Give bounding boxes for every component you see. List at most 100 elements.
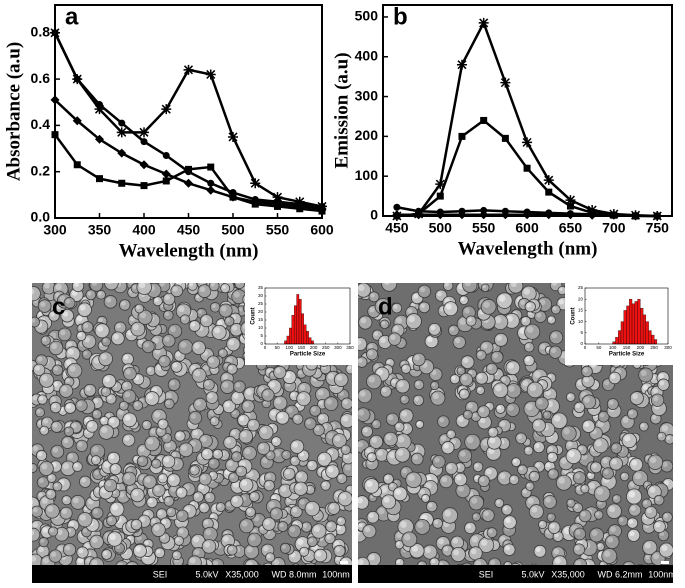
particle [316,551,321,556]
particle [610,527,616,533]
particle [340,494,346,500]
particle [223,382,229,388]
particle [178,306,184,312]
particle [27,499,33,505]
bar [294,306,296,344]
particle [459,318,466,325]
panel-label: a [65,3,79,30]
particle [214,451,218,455]
particle [283,452,287,456]
particle [135,546,141,552]
particle [72,423,77,428]
particle [39,547,44,552]
particle [584,397,590,403]
particle [101,354,107,360]
particle [604,380,609,385]
marker [502,135,509,142]
particle [226,318,230,322]
particle [490,429,494,433]
particle [168,509,172,513]
particle [136,306,140,310]
particle [448,431,452,435]
particle [390,335,395,340]
particle [242,521,248,527]
particle [398,381,404,387]
particle [528,498,534,504]
marker [141,182,148,189]
line [397,23,657,216]
particle [428,503,432,507]
marker [118,120,125,127]
particle [154,486,159,491]
particle [154,525,160,531]
particle [30,556,36,562]
particle [147,438,153,444]
particle [297,539,303,545]
particle [588,473,591,476]
particle [583,368,588,373]
particle [489,529,493,533]
particle [445,282,449,286]
x-axis-label: Particle Size [609,352,645,358]
particle [417,522,423,528]
particle [630,506,635,511]
particle [496,335,501,340]
bar [635,301,638,344]
particle [51,397,56,402]
particle [553,307,557,311]
particle [241,432,247,438]
marker [230,194,237,201]
particle [190,558,196,564]
particle [60,330,65,335]
particle [501,377,505,381]
particle [549,454,553,458]
particle [461,390,465,394]
x-tick-label: 550 [266,222,290,238]
bar [651,335,654,344]
particle [247,509,251,513]
x-tick-label: 150 [623,345,631,350]
x-tick-label: 300 [664,345,672,350]
particle [229,340,235,346]
y-tick-label: 0 [370,207,378,223]
particle [529,384,536,391]
particle [468,317,472,321]
particle [475,476,478,479]
particle [201,504,205,508]
x-tick-label: 600 [515,220,539,236]
particle [342,416,348,422]
particle [613,444,617,448]
particle [259,444,264,449]
particle [211,514,215,518]
y-tick-label: 200 [355,127,379,143]
particle [33,508,38,513]
particle [220,350,224,354]
particle [458,486,464,492]
x-tick-label: 100 [286,345,294,350]
particle [291,393,295,397]
panel-label: c [52,293,65,320]
particle [653,396,658,401]
particle [527,483,530,486]
particle [576,404,580,408]
particle [233,497,238,502]
particle [554,415,561,422]
x-tick-label: 500 [429,220,453,236]
info-text: WD 6.2mm [598,569,643,579]
particle [471,549,477,555]
particle [52,404,56,408]
particle [535,443,540,448]
particle [554,549,559,554]
particle [430,325,435,330]
particle [408,474,415,481]
particle [622,474,625,477]
bar [654,340,657,344]
particle [151,429,156,434]
particle [83,529,87,533]
particle [315,426,320,431]
particle [338,518,342,522]
bar [643,315,646,344]
particle [37,409,41,413]
particle [427,337,432,342]
